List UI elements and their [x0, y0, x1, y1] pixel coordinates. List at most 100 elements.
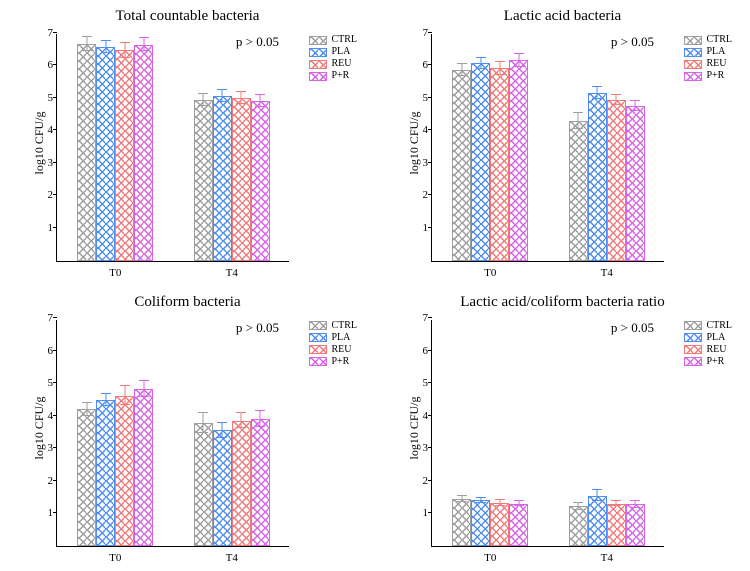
error-cap — [198, 432, 208, 433]
bar — [471, 500, 490, 546]
plot-area: 1234567T0T4 — [431, 320, 664, 548]
bar — [134, 45, 153, 261]
y-tick-label: 6 — [404, 59, 428, 71]
legend-item: P+R — [684, 356, 732, 368]
error-cap — [217, 89, 227, 90]
y-tick-mark — [428, 162, 432, 163]
legend: CTRLPLAREUP+R — [684, 34, 732, 82]
error-bar — [260, 411, 261, 428]
error-cap — [101, 393, 111, 394]
error-bar — [86, 37, 87, 51]
y-tick-label: 5 — [29, 377, 53, 389]
bar — [115, 50, 134, 260]
y-tick-label: 1 — [29, 507, 53, 519]
y-tick-mark — [53, 64, 57, 65]
panel-title: Coliform bacteria — [8, 294, 367, 311]
y-tick-mark — [53, 480, 57, 481]
bar — [115, 396, 134, 546]
legend-item: CTRL — [309, 320, 357, 332]
legend-swatch-icon — [309, 345, 327, 354]
y-tick-label: 7 — [404, 27, 428, 39]
error-bar — [578, 113, 579, 129]
bar — [251, 101, 270, 261]
legend-item: REU — [309, 344, 357, 356]
error-cap — [592, 86, 602, 87]
legend-swatch-icon — [309, 357, 327, 366]
legend-label: PLA — [706, 46, 725, 58]
error-cap — [120, 57, 130, 58]
legend-label: REU — [706, 58, 726, 70]
y-tick-mark — [53, 317, 57, 318]
y-tick-label: 6 — [29, 59, 53, 71]
legend: CTRLPLAREUP+R — [684, 320, 732, 368]
y-tick-label: 2 — [29, 475, 53, 487]
bar — [213, 96, 232, 261]
error-cap — [82, 36, 92, 37]
y-tick-label: 5 — [404, 92, 428, 104]
y-tick-mark — [53, 129, 57, 130]
bar — [77, 409, 96, 546]
error-cap — [514, 66, 524, 67]
y-tick-label: 2 — [404, 189, 428, 201]
legend-label: CTRL — [706, 34, 732, 46]
error-cap — [255, 94, 265, 95]
error-cap — [611, 104, 621, 105]
y-tick-label: 3 — [404, 442, 428, 454]
legend-item: P+R — [684, 70, 732, 82]
error-bar — [124, 386, 125, 404]
bar — [194, 100, 213, 260]
error-cap — [495, 74, 505, 75]
y-tick-mark — [53, 447, 57, 448]
y-tick-mark — [428, 447, 432, 448]
y-tick-label: 4 — [404, 124, 428, 136]
legend-swatch-icon — [309, 36, 327, 45]
legend-swatch-icon — [309, 321, 327, 330]
y-tick-label: 1 — [404, 222, 428, 234]
y-tick-mark — [53, 227, 57, 228]
x-tick-label: T4 — [226, 267, 238, 279]
panel-ratio: Lactic acid/coliform bacteria ratiop > 0… — [375, 286, 750, 571]
error-cap — [457, 495, 467, 496]
bar — [77, 44, 96, 261]
legend-label: REU — [706, 344, 726, 356]
bar — [471, 63, 490, 260]
error-cap — [120, 404, 130, 405]
bar — [232, 98, 251, 260]
y-tick-label: 1 — [404, 507, 428, 519]
bar — [607, 504, 626, 546]
error-cap — [101, 405, 111, 406]
error-cap — [139, 37, 149, 38]
error-cap — [236, 91, 246, 92]
error-bar — [143, 381, 144, 397]
y-tick-mark — [428, 227, 432, 228]
legend-swatch-icon — [309, 333, 327, 342]
bar — [626, 504, 645, 546]
error-cap — [236, 427, 246, 428]
legend: CTRLPLAREUP+R — [309, 34, 357, 82]
x-tick-label: T4 — [601, 552, 613, 564]
x-tick-label: T0 — [109, 552, 121, 564]
error-cap — [236, 412, 246, 413]
y-tick-mark — [53, 382, 57, 383]
legend-swatch-icon — [684, 345, 702, 354]
error-cap — [217, 101, 227, 102]
error-cap — [573, 509, 583, 510]
legend-label: REU — [331, 344, 351, 356]
legend-swatch-icon — [309, 72, 327, 81]
y-tick-label: 3 — [404, 157, 428, 169]
error-cap — [120, 42, 130, 43]
error-cap — [611, 505, 621, 506]
y-tick-label: 5 — [404, 377, 428, 389]
bar — [213, 430, 232, 546]
legend-label: CTRL — [331, 34, 357, 46]
x-tick-label: T0 — [109, 267, 121, 279]
error-cap — [476, 68, 486, 69]
error-cap — [592, 98, 602, 99]
bar — [194, 423, 213, 546]
legend-item: CTRL — [684, 34, 732, 46]
y-tick-label: 3 — [29, 157, 53, 169]
legend-item: PLA — [684, 46, 732, 58]
error-cap — [217, 437, 227, 438]
legend-swatch-icon — [684, 48, 702, 57]
bar — [588, 93, 607, 261]
